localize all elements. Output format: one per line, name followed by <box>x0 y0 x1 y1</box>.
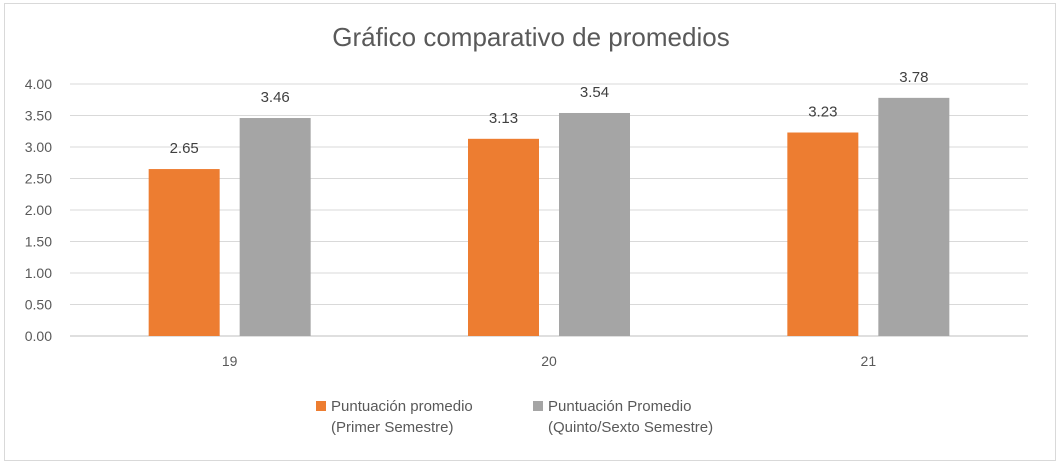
y-tick-label: 1.00 <box>25 265 52 281</box>
legend-swatch-primer-semestre <box>316 401 326 411</box>
legend-swatch-quinto-sexto-semestre <box>533 401 543 411</box>
y-tick-label: 4.00 <box>25 76 52 92</box>
y-tick-label: 2.50 <box>25 171 52 187</box>
bar <box>878 97 950 336</box>
data-label: 3.46 <box>261 89 290 106</box>
bar <box>148 169 220 336</box>
bar <box>559 112 630 336</box>
chart-title: Gráfico comparativo de promedios <box>332 22 730 52</box>
y-tick-label: 0.50 <box>25 297 52 313</box>
legend-item-primer-semestre: Puntuación promedio (Primer Semestre) <box>316 396 473 438</box>
data-label: 3.13 <box>489 110 518 127</box>
x-tick-label: 20 <box>541 353 557 369</box>
bar <box>468 138 539 336</box>
data-label: 2.65 <box>170 140 199 157</box>
bar <box>787 132 859 336</box>
y-tick-label: 1.50 <box>25 234 52 250</box>
bar <box>239 118 311 337</box>
y-tick-label: 0.00 <box>25 328 52 344</box>
y-tick-label: 3.50 <box>25 108 52 124</box>
legend-label-primer-semestre: Puntuación promedio (Primer Semestre) <box>331 398 473 436</box>
x-tick-label: 19 <box>222 353 238 369</box>
y-tick-label: 3.00 <box>25 139 52 155</box>
legend-item-quinto-sexto-semestre: Puntuación Promedio (Quinto/Sexto Semest… <box>533 396 713 438</box>
legend-label-quinto-sexto-semestre: Puntuación Promedio (Quinto/Sexto Semest… <box>548 398 714 436</box>
data-label: 3.78 <box>899 69 928 86</box>
x-tick-label: 21 <box>861 353 877 369</box>
legend: Puntuación promedio (Primer Semestre) Pu… <box>0 396 1062 446</box>
y-tick-label: 2.00 <box>25 202 52 218</box>
data-label: 3.23 <box>808 104 837 121</box>
data-label: 3.54 <box>580 84 609 101</box>
